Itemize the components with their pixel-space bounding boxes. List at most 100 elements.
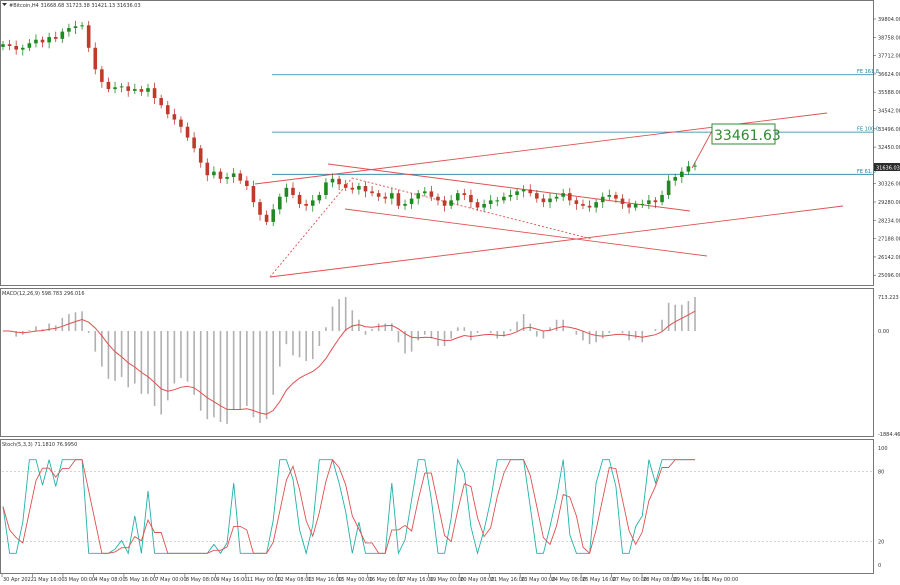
candle-body [212,171,216,176]
flag-bottom-line[interactable] [344,208,708,257]
price-tick-label: 37712.00 [878,54,900,60]
projection-line[interactable] [691,130,713,169]
candle-body [370,191,374,194]
lower-channel-line[interactable] [269,205,844,278]
time-tick-label: 20 May 08:00 [460,577,494,583]
time-axis: 30 Apr 2022 1 May 16:00 3 May 00:00 4 May 0… [1,574,738,583]
time-tick-label: 28 May 08:00 [643,577,677,583]
candle-body [574,200,579,204]
candle-body [462,193,467,195]
candle-body [660,194,664,203]
candle-body [429,191,434,197]
candle-body [330,178,335,183]
macd-tick-label: 0.00 [878,329,889,335]
macd-panel-frame [0,288,874,437]
time-tick-label: 3 May 00:00 [64,577,95,583]
time-tick-label: 29 May 16:00 [674,577,708,583]
candle-body [172,114,177,120]
price-header: #Bitcoin,H4 31668.68 31723.38 31421.13 3… [9,3,141,9]
stoch-tick-label: 20 [878,540,884,546]
candle-body [495,200,500,202]
candle-body [60,31,65,39]
candle-body [436,196,440,201]
candle-body [449,200,453,206]
time-tick-label: 12 May 08:00 [277,577,311,583]
dotted-path-1 [269,177,353,278]
candle-body [548,198,552,203]
time-tick-label: 17 May 16:00 [399,577,433,583]
candle-body [245,180,249,187]
target-price-box[interactable] [711,123,776,145]
candle-body [350,187,355,190]
candle-body [469,194,473,203]
candle-body [317,194,322,201]
fibonacci-expansion[interactable]: FE 161.8 FE 100.0 FE 61.8 [272,69,879,175]
candle-body [633,203,638,208]
candle-body [693,165,697,167]
candle-body [363,186,368,192]
candle-body [133,89,137,91]
candle-body [14,45,18,50]
candle-body [119,86,124,88]
candle-body [297,194,302,204]
candle-body [521,189,526,192]
candle-body [100,69,104,82]
candle-body [488,200,493,204]
macd-axis: 713.223 0.00 -1884.463 [878,295,900,438]
candle-body [640,203,645,205]
candle-body [541,198,546,203]
candle-body [53,37,58,39]
price-tick-label: 34542.00 [878,109,900,115]
candle-body [165,105,170,115]
time-tick-label: 16 May 08:00 [369,577,403,583]
price-tick-label: 28234.00 [878,218,900,224]
candle-body [680,171,684,178]
candle-body [396,193,401,206]
candle-body [502,196,506,201]
time-tick-label: 31 May 00:00 [704,577,738,583]
candle-body [310,200,315,206]
price-tick-label: 39804.00 [878,17,900,23]
candle-body [205,162,210,176]
candle-body [152,88,157,99]
stoch-axis: 100 80 20 0 [878,446,888,569]
candle-body [561,193,565,197]
stoch-tick-label: 80 [878,469,884,475]
candle-body [80,25,84,27]
candle-body [271,209,276,222]
candle-body [673,177,678,181]
triangle-down-icon[interactable] [2,3,7,6]
price-axis: 39804.00 38758.00 37712.00 36624.00 35588.00… [873,17,900,279]
time-tick-label: 9 May 16:00 [216,577,247,583]
macd-histogram [15,297,696,424]
candle-body [258,202,262,215]
candle-body [93,47,98,70]
time-tick-label: 7 May 00:00 [155,577,186,583]
candle-body [554,196,559,199]
candle-body [567,193,572,201]
candle-body [264,214,269,222]
candle-body [343,184,348,188]
candle-body [238,173,243,181]
candle-body [67,28,71,32]
time-tick-label: 13 May 16:00 [308,577,342,583]
candle-body [653,200,658,203]
stoch-tick-label: 0 [878,563,881,569]
candle-body [581,203,585,206]
candle-body [185,126,190,138]
price-tick-label: 30326.00 [878,182,900,188]
candlestick-series [1,20,697,227]
fib-level-label: FE 61.8 [857,169,876,175]
candle-body [324,182,328,195]
current-price-tag-bg [874,163,900,171]
candle-body [284,187,289,197]
flag-top-line[interactable] [327,163,691,212]
stoch-header: Stoch(5,3,3) 71.1810 76.9950 [2,442,77,448]
candle-body [198,148,203,163]
fib-level-label: FE 100.0 [857,127,879,133]
time-tick-label: 8 May 08:00 [186,577,217,583]
candle-body [7,44,12,46]
price-tick-label: 33496.00 [878,127,900,133]
candle-body [231,173,236,178]
